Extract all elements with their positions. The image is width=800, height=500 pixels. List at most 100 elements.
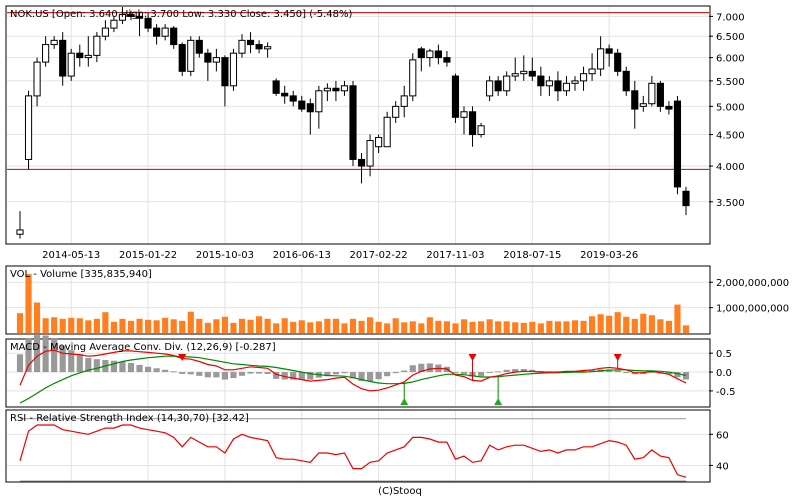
footer-credit: (C)Stooq [378,486,422,497]
volume-bar [546,320,553,333]
candle-body [289,95,297,102]
candle-body [93,35,101,56]
macd-sell-marker [468,354,477,361]
volume-bar [324,318,331,333]
price-x-tick-label: 2017-02-22 [350,250,408,261]
volume-bar [606,315,613,333]
volume-bar [358,320,365,333]
candle-body [571,80,579,84]
macd-histogram-bar [221,372,228,380]
candle-body [579,73,588,82]
volume-bar [478,321,485,333]
volume-y-tick-label: 2,000,000,000 [716,278,789,289]
volume-bar [34,302,41,333]
price-panel-frame [5,5,711,245]
candle-body [84,54,92,59]
price-y-tick-label: 5.500 [716,77,745,88]
volume-bar [657,319,664,333]
price-y-tick-label: 4.500 [716,131,745,142]
candle-body [281,92,289,97]
volume-bar [495,321,502,333]
macd-histogram-bar [42,335,49,373]
volume-bar [110,321,117,333]
volume-bar [503,321,510,333]
candle-body [323,87,331,92]
candle-body [503,75,511,92]
volume-bar [256,316,263,333]
macd-line [19,349,687,392]
volume-bar [349,318,357,333]
volume-bar [401,322,408,333]
volume-bar [674,304,681,333]
candle-body [392,105,400,118]
volume-bar [170,319,177,333]
candle-body [622,70,630,92]
macd-histogram-bar [196,372,203,376]
candle-body [486,80,494,97]
volume-bar [665,320,672,333]
volume-bar [119,318,126,333]
candle-body [315,90,323,113]
macd-histogram-bar [401,370,408,373]
price-x-tick-label: 2018-07-15 [503,250,561,261]
volume-bar [162,317,169,333]
macd-histogram-bar [204,372,211,378]
volume-bar [221,316,228,333]
candle-body [101,27,109,37]
candle-body [144,17,152,29]
macd-histogram-bar [281,372,288,380]
macd-histogram-bar [648,372,655,374]
candle-body [306,103,314,113]
candle-body [238,39,246,54]
macd-histogram-bar [76,353,83,373]
candle-body [110,19,118,29]
rsi-line [19,424,687,478]
macd-histogram-bar [674,372,681,378]
candle-body [562,82,571,92]
volume-bar [247,319,254,333]
rsi-title: RSI - Relative Strength Index (14,30,70)… [10,413,249,424]
volume-bar [307,322,314,333]
macd-histogram-bar [418,363,425,373]
macd-histogram-bar [136,364,143,373]
candle-body [212,57,220,63]
volume-bar [452,323,459,333]
macd-histogram-bar [349,372,357,379]
volume-bar [264,318,271,333]
candle-body [648,82,656,105]
candle-body [76,52,84,59]
volume-bar [204,322,211,333]
candle-body [537,75,545,87]
macd-buy-marker [494,398,503,405]
candle-body [417,48,425,59]
candle-body [272,80,280,94]
macd-histogram-bar [16,354,24,373]
macd-histogram-bar [332,372,339,375]
volume-bar [187,311,194,333]
volume-bar [435,320,442,333]
candle-body [682,190,690,207]
macd-histogram-bar [298,372,305,380]
volume-bar [102,312,109,333]
macd-histogram-bar [145,366,152,373]
macd-histogram-bar [495,371,502,373]
candle-body [665,105,673,110]
macd-y-tick-label: -0.5 [716,387,736,398]
candle-body [477,125,485,136]
candle-body [375,137,383,148]
candle-body [528,70,536,77]
volume-bar [16,313,24,333]
volume-bar [631,318,638,333]
macd-histogram-bar [486,372,493,374]
volume-bar [571,320,579,333]
volume-bar [298,320,305,333]
volume-bar [512,322,519,333]
macd-histogram-bar [290,372,297,380]
candle-body [161,27,169,37]
price-x-tick-label: 2019-03-26 [580,250,638,261]
macd-histogram-bar [153,368,160,373]
volume-bar [273,323,280,333]
volume-bar [25,274,32,333]
volume-bar [281,318,288,333]
candle-body [605,48,613,54]
